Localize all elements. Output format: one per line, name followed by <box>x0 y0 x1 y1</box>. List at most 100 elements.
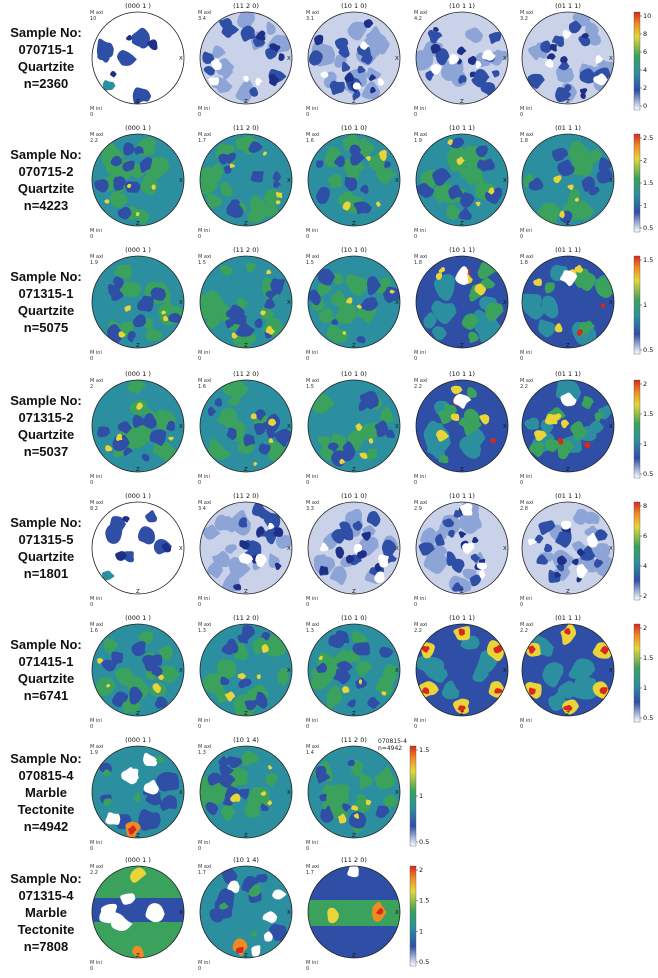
max-label: M axi <box>90 744 103 750</box>
contour-patch <box>226 201 244 218</box>
scale-tick-label: 1 <box>643 301 647 309</box>
min-value: 0 <box>198 846 201 852</box>
min-label: M ini <box>414 228 426 234</box>
contour-patch <box>254 873 268 883</box>
plane-label: (10 1 1) <box>449 246 475 254</box>
max-label: M axi <box>520 622 533 628</box>
color-gradient <box>633 255 641 355</box>
contour-patch <box>222 381 247 396</box>
density-maximum <box>158 674 165 680</box>
contour-patch <box>212 163 224 175</box>
density-minimum <box>478 569 486 579</box>
sample-label-line: Sample No: <box>10 269 82 284</box>
contour-patch <box>431 326 447 341</box>
min-value: 0 <box>90 234 93 240</box>
contour-patch <box>317 435 330 447</box>
pole-figure: (10 1 0) M axi 3.3 M ini 0 X Z <box>304 490 404 614</box>
density-maximum <box>342 201 351 211</box>
contour-patch <box>225 318 235 329</box>
contour-patch <box>333 668 351 685</box>
density-maximum <box>564 627 571 635</box>
density-maximum <box>560 419 570 429</box>
contour-patch <box>458 75 467 84</box>
density-maximum <box>115 433 123 441</box>
min-label: M ini <box>90 596 102 602</box>
scale-tick-label: 1.5 <box>419 746 429 754</box>
density-maximum <box>359 452 368 459</box>
min-value: 0 <box>90 356 93 362</box>
stereonet-outline <box>307 379 401 473</box>
contour-patch <box>226 306 238 319</box>
contour-patch <box>97 426 110 438</box>
contour-patch <box>544 282 555 294</box>
plane-label: (000 1 ) <box>125 246 151 254</box>
contour-patch <box>475 145 488 158</box>
density-maximum <box>574 197 580 202</box>
contour-patch <box>375 805 390 818</box>
pole-figure: (000 1 ) M axi 1.9 M ini 0 X Z <box>88 734 188 858</box>
density-minimum <box>143 752 158 767</box>
density-maximum <box>346 297 353 304</box>
color-scale: 1.5 1 0.5 <box>633 255 658 355</box>
contour-patch <box>466 386 477 399</box>
min-value: 0 <box>414 112 417 118</box>
stereonet-outline <box>91 379 185 473</box>
scale-tick-label: 0.5 <box>643 470 653 478</box>
contour-patch <box>314 34 324 46</box>
stereonet-outline <box>91 255 185 349</box>
density-maximum <box>235 946 244 954</box>
contour-patch <box>581 33 589 39</box>
min-value: 0 <box>306 724 309 730</box>
max-label: M axi <box>198 378 211 384</box>
contour-patch <box>227 396 241 407</box>
contour-patch <box>331 528 345 544</box>
density-minimum <box>527 538 538 546</box>
contour-patch <box>477 260 498 279</box>
z-axis-marker: Z <box>352 99 356 105</box>
contour-patch <box>381 539 396 558</box>
density-minimum <box>453 393 472 409</box>
density-contours <box>522 502 614 594</box>
contour-patch <box>277 667 289 682</box>
scale-tick-label: 0.5 <box>419 958 429 966</box>
density-contours <box>92 624 184 716</box>
x-axis-marker: X <box>287 668 291 674</box>
max-value: 3.3 <box>306 506 314 512</box>
scale-tick-label: 2 <box>643 624 647 632</box>
pole-figure: (01 1 1) M axi 2.8 M ini 0 X Z <box>518 490 618 614</box>
density-maximum <box>599 687 608 695</box>
sample-label-line: n=4223 <box>23 198 69 213</box>
contour-patch <box>150 287 166 301</box>
density-maximum <box>268 418 277 427</box>
pole-figure: (10 1 0) M axi 1.5 M ini 0 X Z <box>304 244 404 368</box>
density-maximum <box>576 329 583 336</box>
density-maximum <box>266 269 272 275</box>
color-scale-bar: 1.5 1 0.5 <box>409 745 429 847</box>
contour-patch <box>237 12 255 30</box>
density-maximum <box>567 184 574 191</box>
density-contours <box>522 134 614 226</box>
contour-patch <box>555 530 572 548</box>
color-gradient <box>409 865 417 967</box>
density-contours <box>522 380 614 472</box>
sample-label-line: Tectonite <box>17 801 75 817</box>
max-label: M axi <box>90 254 103 260</box>
contour-patch <box>384 429 395 439</box>
min-label: M ini <box>90 840 102 846</box>
max-label: M axi <box>306 10 319 16</box>
z-axis-marker: Z <box>460 711 464 717</box>
stereonet-outline <box>199 865 293 959</box>
scale-tick-label: 1 <box>643 684 647 692</box>
scale-tick-label: 1.5 <box>643 654 653 662</box>
max-value: 2 <box>90 384 93 390</box>
contour-patch <box>110 155 123 167</box>
sample-label-line: Sample No: <box>10 25 82 40</box>
contour-patch <box>158 645 174 661</box>
contour-patch <box>361 531 371 541</box>
x-axis-marker: X <box>179 300 183 306</box>
sample-label-line: 071315-5 <box>18 532 74 547</box>
